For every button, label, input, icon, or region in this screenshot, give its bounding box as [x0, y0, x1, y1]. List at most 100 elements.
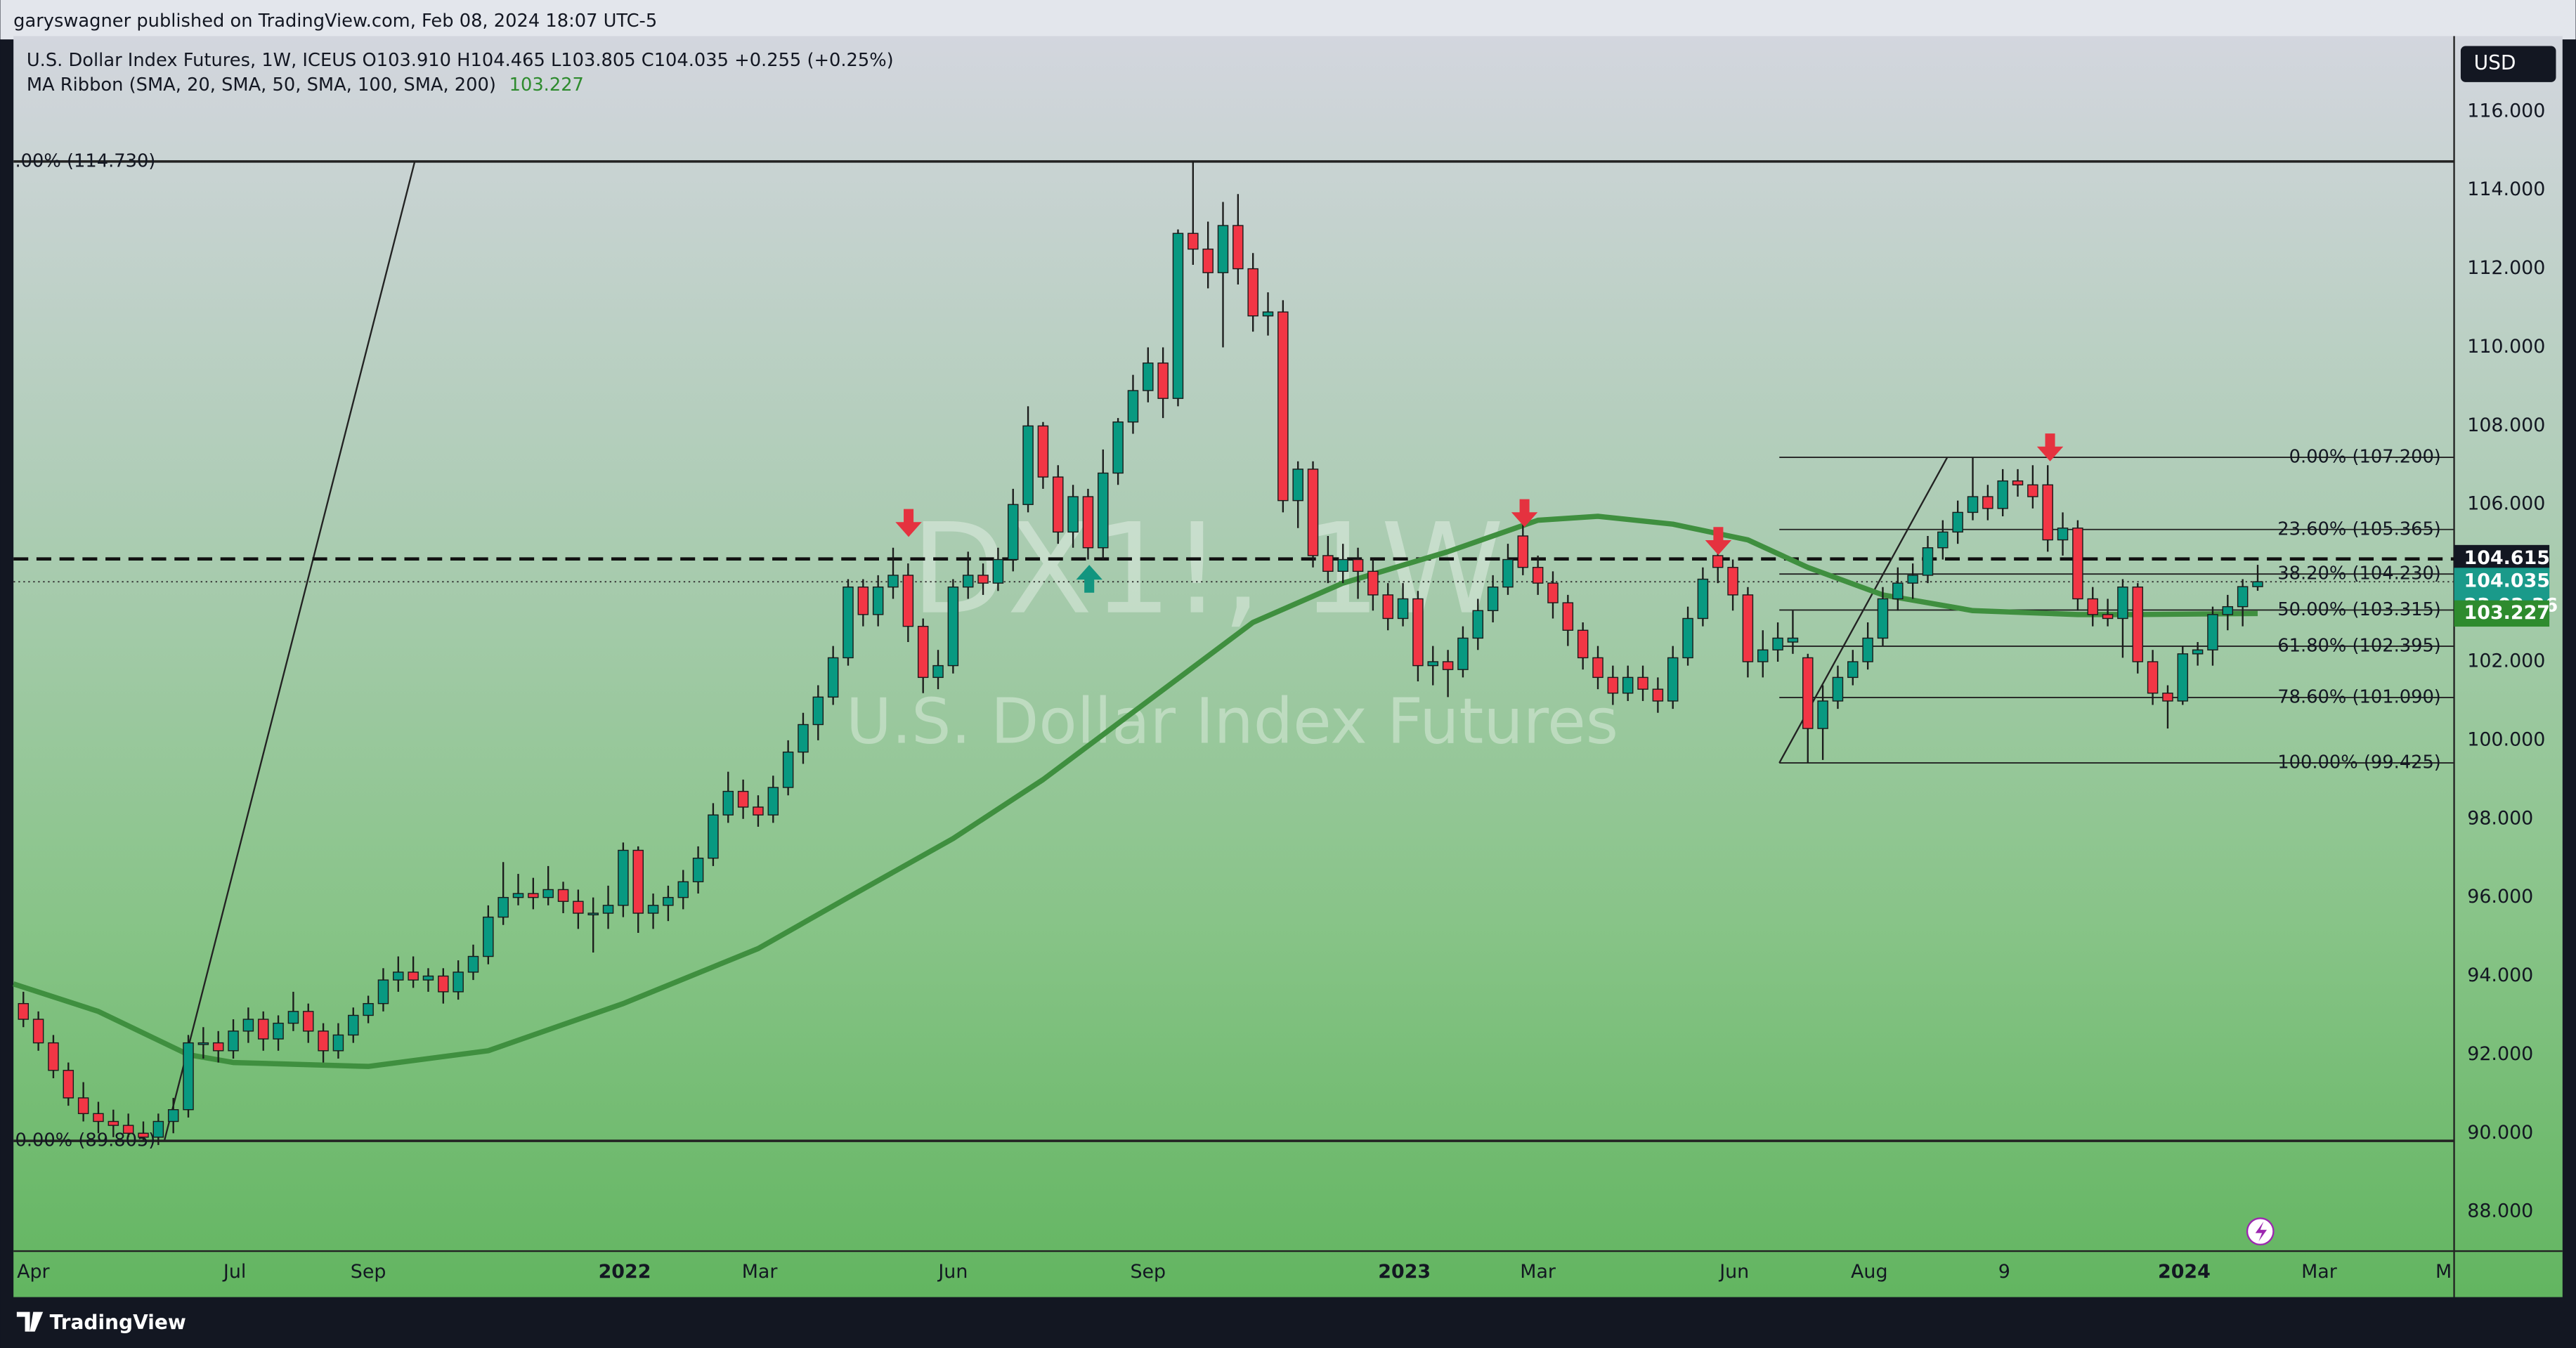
candle-body — [917, 625, 929, 679]
x-tick-label: Mar — [742, 1261, 779, 1283]
x-tick-label: 9 — [1998, 1261, 2010, 1283]
candle-body — [2072, 528, 2083, 600]
brand-name: TradingView — [50, 1311, 186, 1334]
candle-body — [228, 1030, 239, 1052]
y-tick-label: 108.000 — [2467, 414, 2545, 436]
candle-body — [857, 587, 869, 615]
y-tick-label: 100.000 — [2467, 728, 2545, 750]
candle-body — [1382, 594, 1393, 620]
candle-body — [1412, 598, 1424, 667]
candle-body — [467, 955, 479, 973]
candle-body — [1832, 676, 1844, 702]
x-tick-label: Apr — [17, 1261, 50, 1283]
candle-body — [1682, 617, 1693, 659]
candle-body — [393, 971, 404, 981]
candle-body — [2162, 693, 2173, 702]
candle-body — [1967, 496, 1979, 513]
price-badge-label: 103.227 — [2464, 602, 2550, 624]
candle-body — [1892, 582, 1904, 600]
sell-arrow — [1511, 499, 1538, 528]
candle-body — [2147, 661, 2159, 694]
published-line: garyswagner published on TradingView.com… — [13, 11, 657, 32]
candle-body — [1067, 496, 1079, 533]
candle-body — [167, 1109, 179, 1123]
candle-body — [48, 1042, 59, 1071]
x-tick-label: Jun — [1718, 1261, 1749, 1283]
candle-body — [197, 1042, 209, 1045]
candle-body — [887, 575, 899, 588]
fib-level-label: 0.00% (107.200) — [2289, 447, 2441, 468]
x-tick-label: Aug — [1851, 1261, 1887, 1283]
candle-body — [753, 806, 764, 816]
candle-body — [2207, 614, 2218, 650]
candle-body — [1667, 657, 1679, 702]
candle-body — [1202, 248, 1214, 273]
candle-body — [1577, 629, 1589, 659]
y-tick-label: 114.000 — [2467, 178, 2545, 200]
y-tick-label: 94.000 — [2467, 964, 2533, 986]
fib-level-label: 50.00% (103.315) — [2277, 599, 2441, 620]
price-badge-label: 104.615 — [2464, 547, 2550, 569]
x-tick-label: Mar — [1520, 1261, 1556, 1283]
candle-body — [242, 1019, 254, 1032]
price-badge-label: 104.035 — [2464, 570, 2550, 592]
candle-body — [1772, 637, 1783, 650]
fib-level-label: 23.60% (105.365) — [2277, 518, 2441, 539]
drawings: .00% (114.730) 0.00% (89.805) 0.00% (107.2… — [13, 150, 2454, 1151]
candle-body — [438, 975, 449, 993]
sell-arrow — [2036, 433, 2064, 462]
candle-body — [827, 657, 839, 698]
candle-body — [1427, 661, 1439, 667]
x-tick-label: Jun — [937, 1261, 968, 1283]
y-tick-label: 98.000 — [2467, 807, 2533, 829]
candle-body — [93, 1113, 104, 1123]
candle-body — [528, 893, 539, 898]
candle-body — [377, 979, 389, 1005]
fib-level-label: 38.20% (104.230) — [2277, 563, 2441, 584]
signal-arrows — [895, 433, 2064, 593]
candle-body — [1652, 688, 1664, 702]
candle-body — [962, 575, 974, 588]
watermark-name: U.S. Dollar Index Futures — [846, 686, 1618, 758]
legend-ma: MA Ribbon (SMA, 20, SMA, 50, SMA, 100, S… — [27, 74, 496, 96]
y-tick-label: 96.000 — [2467, 886, 2533, 908]
candle-body — [422, 975, 434, 981]
candle-body — [1457, 637, 1469, 670]
currency-button[interactable] — [2460, 46, 2556, 82]
candle-body — [363, 1002, 374, 1016]
candle-body — [1442, 661, 1454, 670]
candle-body — [1922, 547, 1934, 576]
candle-body — [902, 575, 914, 627]
legend-ma-value: 103.227 — [509, 74, 584, 96]
candle-body — [663, 896, 674, 906]
candle-body — [2237, 586, 2249, 608]
candle-body — [573, 901, 584, 914]
candle-body — [1622, 676, 1634, 694]
candle-body — [512, 893, 524, 898]
top-bar — [0, 0, 2576, 40]
candle-body — [1157, 362, 1169, 399]
y-tick-label: 106.000 — [2467, 493, 2545, 515]
candle-body — [1517, 535, 1529, 568]
candle-body — [18, 1002, 30, 1020]
candle-body — [1232, 225, 1244, 270]
candle-body — [318, 1030, 329, 1052]
candle-body — [812, 696, 824, 726]
candle-body — [2027, 484, 2038, 497]
candle-body — [1787, 637, 1799, 643]
candle-body — [1952, 511, 1963, 533]
candle-body — [2177, 653, 2189, 702]
candle-body — [1082, 496, 1094, 549]
axes: 88.000 90.000 92.000 94.000 96.000 98.000 100.… — [17, 100, 2558, 1283]
candle-body — [1847, 661, 1859, 679]
candle-body — [212, 1042, 224, 1052]
candle-body — [632, 849, 644, 914]
candle-body — [1742, 594, 1754, 662]
candle-body — [1637, 676, 1648, 690]
candle-body — [1277, 311, 1289, 502]
candle-body — [977, 575, 989, 584]
candle-body — [1037, 425, 1049, 478]
candle-body — [273, 1022, 284, 1040]
currency-label[interactable]: USD — [2474, 51, 2516, 74]
